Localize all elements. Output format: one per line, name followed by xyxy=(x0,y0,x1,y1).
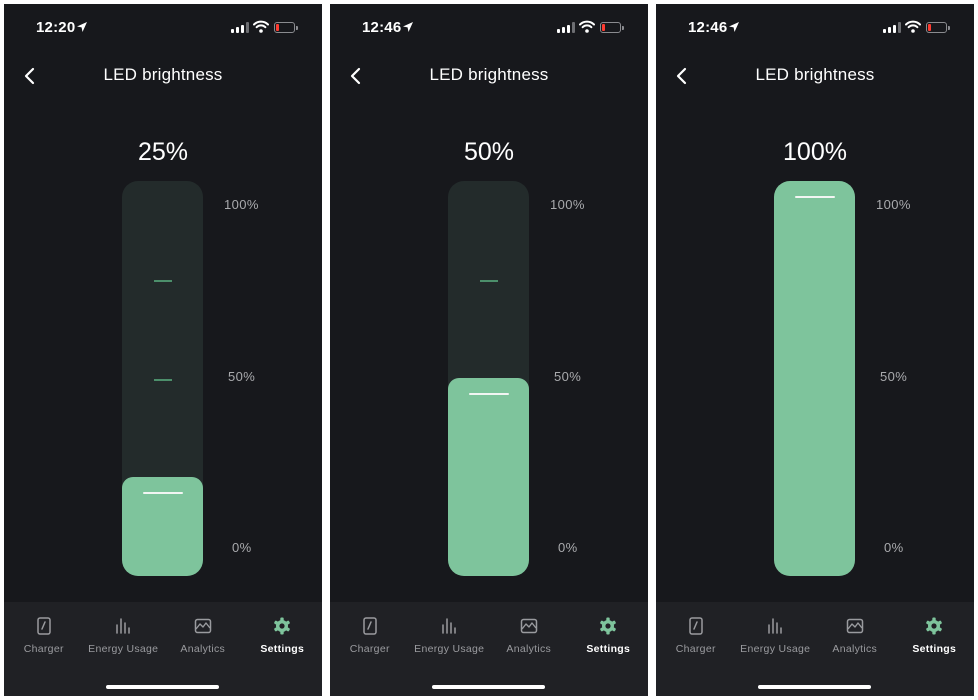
phone-screen: 12:20 LED brightness 25% 100% 50% 0% Cha… xyxy=(4,4,322,696)
tab-settings[interactable]: Settings xyxy=(895,602,975,696)
location-arrow-icon xyxy=(77,22,87,32)
scale-label-bottom: 0% xyxy=(884,540,904,555)
phone-screen: 12:46 LED brightness 100% 100% 50% 0% Ch… xyxy=(656,4,974,696)
home-indicator[interactable] xyxy=(758,685,871,689)
cellular-signal-icon xyxy=(883,22,901,33)
tab-label: Settings xyxy=(260,643,305,655)
scale-label-mid: 50% xyxy=(554,369,582,384)
tab-bar: Charger Energy Usage Analytics Settings xyxy=(4,602,322,696)
tab-analytics[interactable]: Analytics xyxy=(163,602,243,696)
back-chevron-icon[interactable] xyxy=(344,64,368,88)
tab-settings[interactable]: Settings xyxy=(243,602,323,696)
location-arrow-icon xyxy=(729,22,739,32)
slider-fill xyxy=(448,378,529,576)
brightness-percentage: 100% xyxy=(783,138,847,166)
back-chevron-icon[interactable] xyxy=(670,64,694,88)
charger-icon xyxy=(689,617,703,635)
tab-charger[interactable]: Charger xyxy=(330,602,410,696)
brightness-percentage: 50% xyxy=(463,138,515,166)
tab-energy-usage[interactable]: Energy Usage xyxy=(736,602,816,696)
energy-usage-icon xyxy=(768,618,782,634)
brightness-slider[interactable] xyxy=(448,181,529,576)
brightness-slider[interactable] xyxy=(774,181,855,576)
tab-analytics[interactable]: Analytics xyxy=(815,602,895,696)
tick-mark-50 xyxy=(153,379,172,381)
status-bar: 12:46 xyxy=(656,4,974,52)
tab-analytics[interactable]: Analytics xyxy=(489,602,569,696)
cellular-signal-icon xyxy=(231,22,249,33)
tab-label: Settings xyxy=(912,643,957,655)
tab-label: Charger xyxy=(675,643,716,655)
tab-settings[interactable]: Settings xyxy=(569,602,649,696)
status-bar: 12:46 xyxy=(330,4,648,52)
tab-label: Energy Usage xyxy=(740,643,811,655)
tab-energy-usage[interactable]: Energy Usage xyxy=(84,602,164,696)
tab-charger[interactable]: Charger xyxy=(4,602,84,696)
settings-gear-icon xyxy=(600,617,617,635)
tab-label: Energy Usage xyxy=(88,643,159,655)
tick-mark-75 xyxy=(153,280,172,282)
page-title: LED brightness xyxy=(103,65,223,84)
brightness-slider[interactable] xyxy=(122,181,203,576)
analytics-icon xyxy=(194,618,211,634)
scale-label-mid: 50% xyxy=(880,369,908,384)
home-indicator[interactable] xyxy=(432,685,545,689)
tab-energy-usage[interactable]: Energy Usage xyxy=(410,602,490,696)
back-chevron-icon[interactable] xyxy=(18,64,42,88)
location-arrow-icon xyxy=(403,22,413,32)
status-time: 12:46 xyxy=(362,19,402,36)
energy-usage-icon xyxy=(116,618,130,634)
wifi-icon xyxy=(905,20,921,33)
scale-label-top: 100% xyxy=(876,197,911,212)
battery-icon xyxy=(274,22,298,33)
scale-label-top: 100% xyxy=(224,197,259,212)
scale-label-bottom: 0% xyxy=(558,540,578,555)
tab-label: Charger xyxy=(23,643,64,655)
home-indicator[interactable] xyxy=(106,685,219,689)
tab-label: Analytics xyxy=(832,643,878,655)
tick-mark-75 xyxy=(479,280,498,282)
tab-label: Analytics xyxy=(180,643,226,655)
phone-screen: 12:46 LED brightness 50% 100% 50% 0% Cha… xyxy=(330,4,648,696)
status-time: 12:20 xyxy=(36,19,76,36)
scale-label-top: 100% xyxy=(550,197,585,212)
settings-gear-icon xyxy=(926,617,943,635)
analytics-icon xyxy=(846,618,863,634)
page-title: LED brightness xyxy=(755,65,875,84)
energy-usage-icon xyxy=(442,618,456,634)
scale-label-bottom: 0% xyxy=(232,540,252,555)
wifi-icon xyxy=(579,20,595,33)
tab-bar: Charger Energy Usage Analytics Settings xyxy=(330,602,648,696)
tab-bar: Charger Energy Usage Analytics Settings xyxy=(656,602,974,696)
tab-label: Analytics xyxy=(506,643,552,655)
wifi-icon xyxy=(253,20,269,33)
status-bar: 12:20 xyxy=(4,4,322,52)
charger-icon xyxy=(37,617,51,635)
battery-icon xyxy=(926,22,950,33)
settings-gear-icon xyxy=(274,617,291,635)
charger-icon xyxy=(363,617,377,635)
status-time: 12:46 xyxy=(688,19,728,36)
slider-handle[interactable] xyxy=(142,492,183,494)
tab-label: Energy Usage xyxy=(414,643,485,655)
slider-fill xyxy=(774,181,855,576)
page-title: LED brightness xyxy=(429,65,549,84)
scale-label-mid: 50% xyxy=(228,369,256,384)
analytics-icon xyxy=(520,618,537,634)
tab-label: Charger xyxy=(349,643,390,655)
slider-handle[interactable] xyxy=(468,393,509,395)
battery-icon xyxy=(600,22,624,33)
brightness-percentage: 25% xyxy=(137,138,189,166)
tab-charger[interactable]: Charger xyxy=(656,602,736,696)
cellular-signal-icon xyxy=(557,22,575,33)
tab-label: Settings xyxy=(586,643,631,655)
slider-handle[interactable] xyxy=(794,196,835,198)
